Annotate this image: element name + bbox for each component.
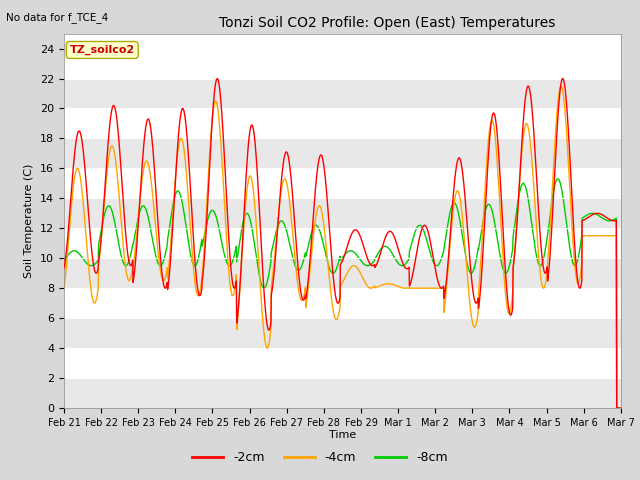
Y-axis label: Soil Temperature (C): Soil Temperature (C) xyxy=(24,164,35,278)
Bar xyxy=(64,378,621,408)
Title: Tonzi Soil CO2 Profile: Open (East) Temperatures: Tonzi Soil CO2 Profile: Open (East) Temp… xyxy=(219,16,555,30)
Bar xyxy=(64,318,621,348)
Bar xyxy=(64,79,621,108)
X-axis label: Time: Time xyxy=(329,431,356,441)
Bar xyxy=(64,258,621,288)
Text: TZ_soilco2: TZ_soilco2 xyxy=(70,45,135,55)
Bar xyxy=(64,198,621,228)
Text: No data for f_TCE_4: No data for f_TCE_4 xyxy=(6,12,109,23)
Legend: -2cm, -4cm, -8cm: -2cm, -4cm, -8cm xyxy=(187,446,453,469)
Bar xyxy=(64,138,621,168)
